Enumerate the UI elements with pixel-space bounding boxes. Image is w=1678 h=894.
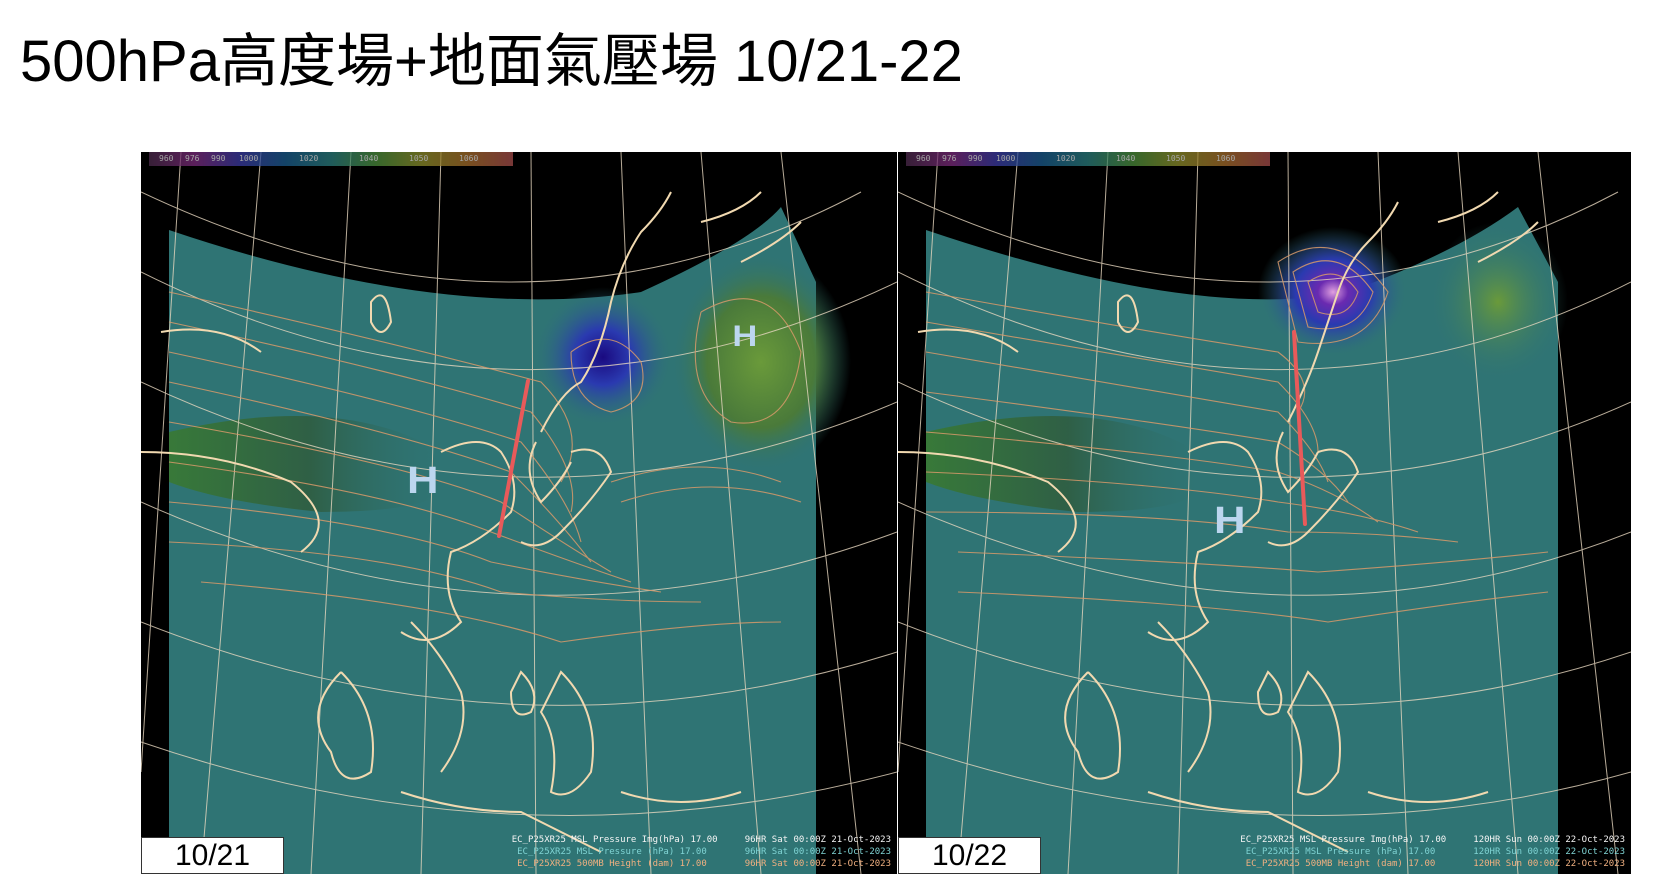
map-footer-1021: EC_P25XR25 MSL Pressure Img(hPa) 17.00 9… xyxy=(511,835,891,869)
colorbar-1022: 960 976 990 1000 1020 1040 1050 1060 xyxy=(906,152,1270,166)
high-pressure-label-inland: H xyxy=(406,460,439,502)
map-panel-1021: 960 976 990 1000 1020 1040 1050 1060 H H… xyxy=(141,152,897,874)
colorbar-1021: 960 976 990 1000 1020 1040 1050 1060 xyxy=(149,152,513,166)
high-pressure-label-inland: H xyxy=(1213,500,1246,542)
map-footer-1022: EC_P25XR25 MSL Pressure Img(hPa) 17.00 1… xyxy=(1240,835,1625,869)
weather-map-1021 xyxy=(141,152,897,874)
slide-title: 500hPa高度場+地面氣壓場 10/21-22 xyxy=(20,29,963,94)
ocean-area xyxy=(926,207,1558,874)
trough-line-1021 xyxy=(497,379,530,538)
trough-line-1022 xyxy=(1292,330,1307,526)
map-panel-1022: 960 976 990 1000 1020 1040 1050 1060 H 1… xyxy=(898,152,1631,874)
date-label-1022: 10/22 xyxy=(898,837,1041,874)
weather-map-1022 xyxy=(898,152,1631,874)
high-pressure-label-pacific: H xyxy=(732,320,758,353)
date-label-1021: 10/21 xyxy=(141,837,284,874)
